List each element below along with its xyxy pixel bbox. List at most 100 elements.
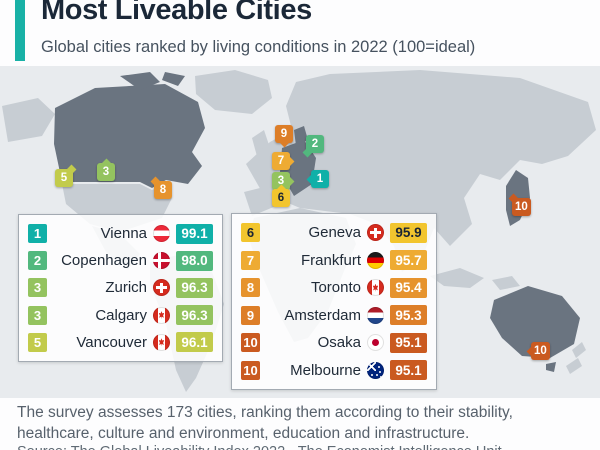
- source-line: Source: The Global Liveability Index 202…: [17, 444, 502, 450]
- flag-austria-icon: [153, 225, 170, 243]
- map-southeast-asia: [430, 268, 484, 288]
- score-badge: 96.1: [176, 332, 213, 353]
- score-badge: 95.9: [390, 222, 427, 243]
- score-badge: 99.1: [176, 223, 213, 244]
- map-pin-label: 8: [159, 184, 167, 196]
- table-row: 7 Frankfurt 95.7: [241, 250, 427, 271]
- map-pin-label: 10: [515, 201, 528, 213]
- flag-denmark-icon: [153, 252, 170, 270]
- city-name: Geneva: [308, 224, 361, 242]
- table-row: 8 Toronto 95.4: [241, 277, 427, 298]
- map-pin-label: 3: [277, 175, 285, 187]
- table-row: 3 Calgary 96.3: [28, 305, 213, 326]
- map-canada-arctic-2: [162, 72, 185, 86]
- map-tasmania: [546, 362, 556, 372]
- city-name: Copenhagen: [61, 252, 147, 270]
- map-australia: [490, 286, 580, 358]
- page-title: Most Liveable Cities: [41, 0, 312, 26]
- map-pin-toronto: 8: [150, 176, 172, 199]
- flag-switzerland-icon: [153, 279, 170, 297]
- map-greenland: [195, 70, 272, 114]
- page-subtitle: Global cities ranked by living condition…: [41, 38, 476, 56]
- table-row: 1 Vienna 99.1: [28, 223, 213, 244]
- map-pin-vancouver: 5: [55, 164, 77, 187]
- table-row: 6 Geneva 95.9: [241, 222, 427, 243]
- rank-badge: 7: [241, 250, 260, 270]
- city-name: Vancouver: [76, 333, 147, 351]
- map-pin-melbourne: 10: [526, 342, 550, 360]
- score-badge: 98.0: [176, 250, 213, 271]
- rank-badge: 9: [241, 305, 260, 325]
- city-name: Calgary: [95, 306, 147, 324]
- score-badge: 96.3: [176, 305, 213, 326]
- city-name: Vienna: [100, 225, 147, 243]
- ranking-table-right: 6 Geneva 95.9 7 Frankfurt 95.7 8 Toronto…: [231, 213, 437, 390]
- map-pin-zurich: 3: [272, 172, 295, 190]
- table-row: 10 Melbourne 95.1: [241, 360, 427, 381]
- city-name: Amsterdam: [284, 306, 361, 324]
- flag-japan-icon: [367, 334, 384, 352]
- ranking-table-left: 1 Vienna 99.1 2 Copenhagen 98.0 3 Zurich…: [18, 214, 223, 362]
- map-pin-label: 6: [277, 192, 285, 204]
- survey-note-line1: The survey assesses 173 cities, ranking …: [17, 404, 513, 421]
- score-badge: 95.7: [390, 250, 427, 271]
- table-row: 5 Vancouver 96.1: [28, 332, 213, 353]
- survey-note-line2: healthcare, culture and environment, edu…: [17, 425, 470, 442]
- rank-badge: 10: [241, 360, 260, 380]
- table-row: 2 Copenhagen 98.0: [28, 250, 213, 271]
- map-denmark: [294, 126, 308, 146]
- flag-canada-icon: [367, 279, 384, 297]
- city-name: Zurich: [105, 279, 147, 297]
- map-pin-copenhagen: 2: [302, 135, 324, 158]
- map-pin-label: 10: [534, 345, 547, 357]
- city-name: Osaka: [317, 334, 361, 352]
- map-pin-label: 5: [60, 172, 68, 184]
- flag-australia-icon: [367, 361, 384, 379]
- table-row: 3 Zurich 96.3: [28, 277, 213, 298]
- rank-badge: 5: [28, 332, 47, 352]
- map-canada: [54, 84, 205, 188]
- rank-badge: 2: [28, 251, 47, 271]
- map-canada-arctic-1: [120, 72, 160, 90]
- flag-switzerland-icon: [367, 224, 384, 242]
- rank-badge: 6: [241, 223, 260, 243]
- rank-badge: 3: [28, 305, 47, 325]
- rank-badge: 3: [28, 278, 47, 298]
- score-badge: 96.3: [176, 277, 213, 298]
- map-pin-osaka: 10: [508, 193, 531, 216]
- flag-germany-icon: [367, 251, 384, 269]
- table-row: 10 Osaka 95.1: [241, 332, 427, 353]
- rank-badge: 10: [241, 333, 260, 353]
- city-name: Melbourne: [290, 361, 361, 379]
- map-pin-label: 3: [102, 166, 110, 178]
- rank-badge: 8: [241, 278, 260, 298]
- map-pin-label: 9: [280, 128, 288, 140]
- map-new-zealand-north: [572, 342, 586, 358]
- score-badge: 95.4: [390, 277, 427, 298]
- survey-note: The survey assesses 173 cities, ranking …: [17, 402, 513, 444]
- flag-canada-icon: [153, 306, 170, 324]
- map-new-zealand-south: [566, 358, 582, 374]
- map-pin-label: 1: [316, 173, 324, 185]
- city-name: Toronto: [310, 279, 361, 297]
- flag-netherlands-icon: [367, 306, 384, 324]
- accent-bar: [15, 0, 25, 61]
- map-pin-amsterdam: 9: [275, 125, 293, 148]
- map-pin-calgary: 3: [97, 158, 115, 181]
- map-alaska: [2, 98, 55, 142]
- map-pin-vienna: 1: [306, 170, 329, 188]
- score-badge: 95.3: [390, 305, 427, 326]
- map-indonesia: [492, 276, 520, 290]
- map-pin-label: 7: [277, 155, 285, 167]
- score-badge: 95.1: [390, 360, 427, 381]
- flag-canada-icon: [153, 333, 170, 351]
- score-badge: 95.1: [390, 332, 427, 353]
- map-pin-label: 2: [311, 138, 319, 150]
- map-pin-geneva: 6: [272, 184, 290, 207]
- city-name: Frankfurt: [300, 251, 361, 269]
- rank-badge: 1: [28, 224, 47, 244]
- map-pin-frankfurt: 7: [272, 152, 295, 170]
- table-row: 9 Amsterdam 95.3: [241, 305, 427, 326]
- map-eurasia: [246, 70, 596, 272]
